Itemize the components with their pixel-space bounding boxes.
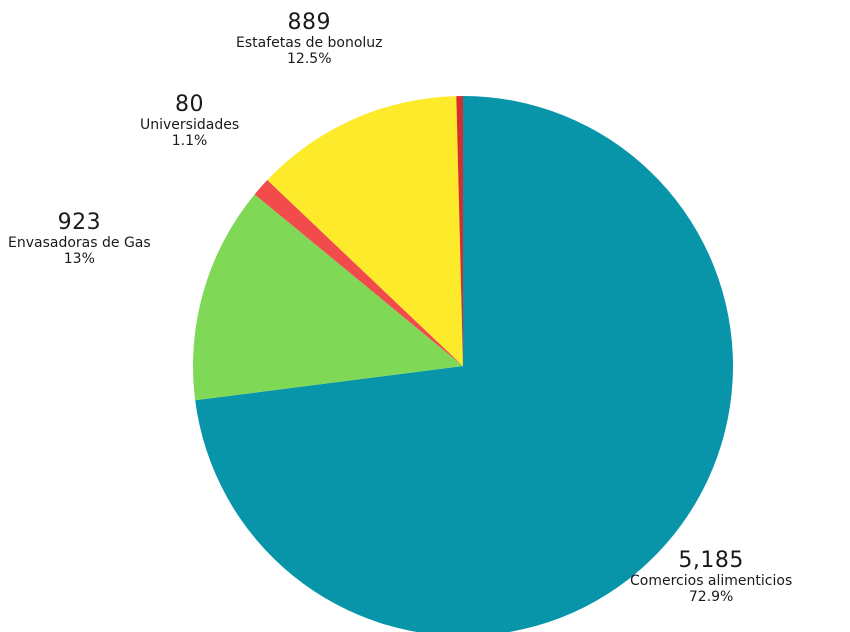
slice-label-universidades: 80 Universidades 1.1% <box>140 92 239 149</box>
pie-slices <box>193 95 733 632</box>
slice-label-envasadoras-de-gas: 923 Envasadoras de Gas 13% <box>8 210 151 267</box>
slice-label-estafetas-de-bonoluz: 889 Estafetas de bonoluz 12.5% <box>236 10 383 67</box>
slice-label-comercios-alimenticios: 5,185 Comercios alimenticios 72.9% <box>630 548 792 605</box>
pie-slice-universidades <box>254 180 463 366</box>
pie-slice-unlabeled-4 <box>456 95 463 367</box>
slice-name: Envasadoras de Gas <box>8 235 151 252</box>
pie-slice-envasadoras-de-gas <box>193 194 463 401</box>
slice-name: Estafetas de bonoluz <box>236 35 383 52</box>
slice-value: 889 <box>287 10 331 35</box>
slice-name: Universidades <box>140 117 240 134</box>
slice-percent: 12.5% <box>287 51 332 68</box>
slice-value: 80 <box>175 92 205 117</box>
slice-value: 5,185 <box>678 548 744 573</box>
pie-slice-estafetas-de-bonoluz <box>267 96 463 366</box>
slice-name: Comercios alimenticios <box>630 573 793 590</box>
slice-value: 923 <box>57 210 102 235</box>
slice-percent: 13% <box>63 251 95 268</box>
slice-percent: 72.9% <box>688 589 734 606</box>
pie-slice-comercios-alimenticios <box>195 96 733 632</box>
slice-percent: 1.1% <box>171 133 208 150</box>
